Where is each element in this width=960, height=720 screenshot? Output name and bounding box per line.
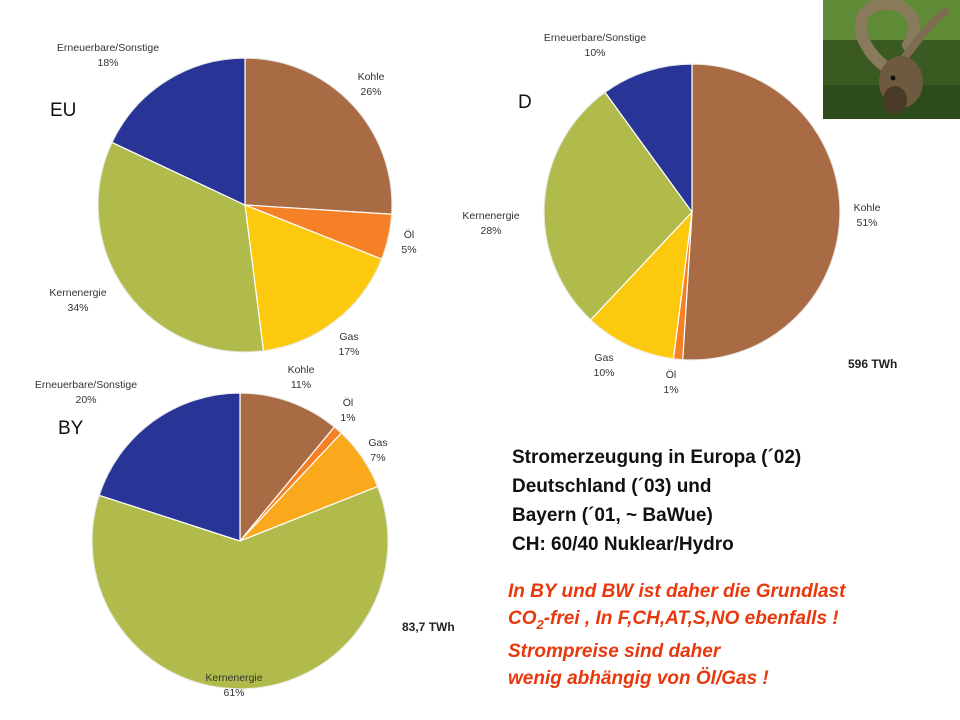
slice-label: Erneuerbare/Sonstige 10% xyxy=(544,32,646,59)
region-label-eu: EU xyxy=(50,100,77,121)
slice-label: Öl 5% xyxy=(401,229,416,256)
slice-label: Öl 1% xyxy=(663,369,678,396)
slice-label: Erneuerbare/Sonstige 18% xyxy=(57,42,159,69)
summary-line: Stromerzeugung in Europa (´02) xyxy=(512,447,802,468)
ibex-photo-icon xyxy=(823,0,960,119)
slice-label: Gas 17% xyxy=(338,331,359,358)
slice-label: Kohle 51% xyxy=(854,202,881,229)
note-co: CO xyxy=(508,608,537,629)
note-line: Strompreise sind daher xyxy=(508,640,721,662)
pie-chart-d xyxy=(543,63,841,361)
note-line: CO2-frei , In F,CH,AT,S,NO ebenfalls ! xyxy=(508,605,845,638)
summary-line: Bayern (´01, ~ BaWue) xyxy=(512,505,713,526)
slice-label: Kernenergie 61% xyxy=(205,672,262,699)
region-label-by: BY xyxy=(58,418,84,439)
slice-label: Kernenergie 34% xyxy=(49,287,106,314)
pie-total-label: 596 TWh xyxy=(848,357,897,371)
summary-line: Deutschland (´03) und xyxy=(512,476,712,497)
conclusion-note: In BY und BW ist daher die Grundlast CO2… xyxy=(508,578,845,692)
pie-slice-kohle xyxy=(682,63,841,361)
summary-line: CH: 60/40 Nuklear/Hydro xyxy=(512,534,734,555)
note-rest: -frei , In F,CH,AT,S,NO ebenfalls ! xyxy=(543,608,839,629)
slice-labels: Kohle 26% Öl 5% Gas 17% Kernenergie 34% Erneuerb… xyxy=(35,32,897,699)
note-line: wenig abhängig von Öl/Gas ! xyxy=(508,667,769,689)
pie-outline xyxy=(543,63,841,361)
note-line: In BY und BW ist daher die Grundlast xyxy=(508,581,846,602)
note-subscript: 2 xyxy=(536,616,544,632)
slice-label: Kernenergie 28% xyxy=(462,210,519,237)
pie-chart-by xyxy=(91,392,389,690)
slice-label: Erneuerbare/Sonstige 20% xyxy=(35,379,137,406)
pie-chart-eu xyxy=(97,57,393,353)
pie-outline xyxy=(91,392,389,690)
slice-label: Kohle 11% xyxy=(288,364,315,391)
slice-label: Gas 10% xyxy=(593,352,614,379)
slice-label: Öl 1% xyxy=(340,397,355,424)
slice-label: Gas 7% xyxy=(368,437,387,464)
summary-text: Stromerzeugung in Europa (´02) Deutschla… xyxy=(512,443,801,559)
region-label-d: D xyxy=(518,92,532,113)
pie-outline xyxy=(97,57,393,353)
slice-label: Kohle 26% xyxy=(358,71,385,98)
pie-total-label: 83,7 TWh xyxy=(402,620,455,634)
